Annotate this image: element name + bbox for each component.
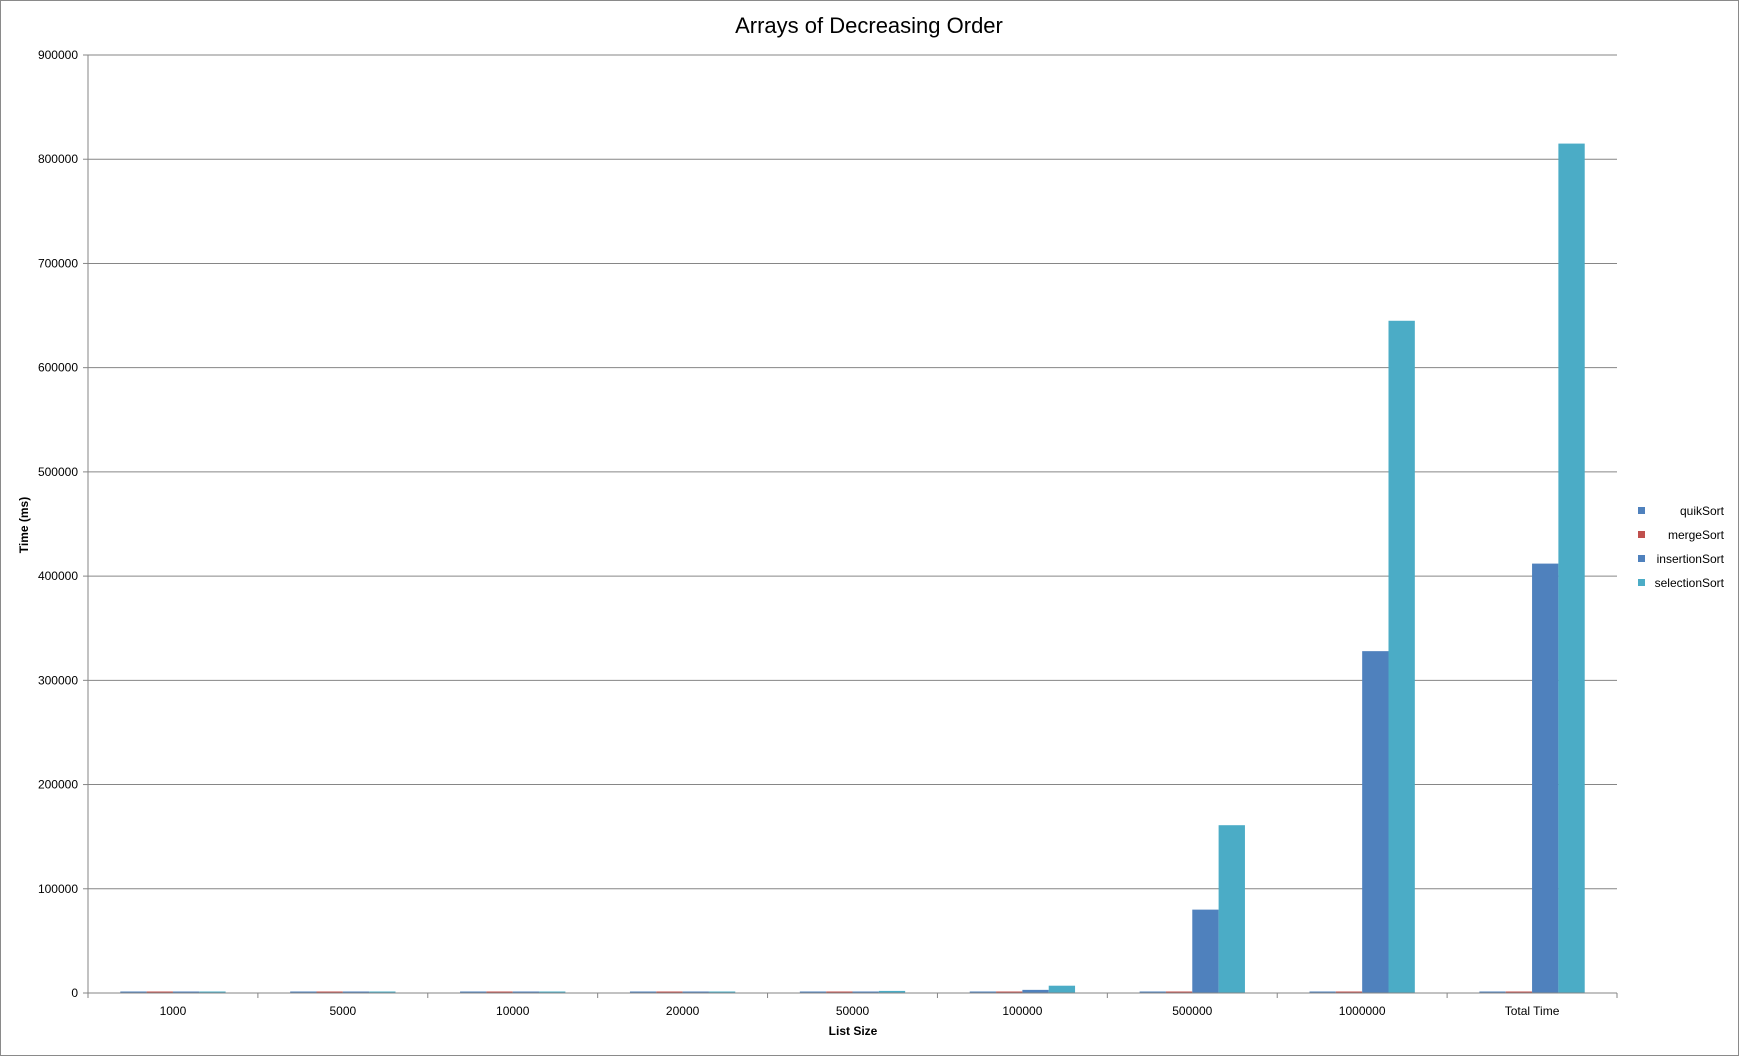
y-tick-label: 500000	[38, 465, 78, 479]
x-tick-label: 50000	[836, 1004, 870, 1018]
x-axis-title: List Size	[829, 1024, 878, 1038]
bar-quikSort-5000	[290, 991, 317, 993]
bar-mergeSort-1000000	[1335, 991, 1363, 993]
bar-selectionSort-100000	[1048, 985, 1076, 993]
bar-quikSort-total-time	[1479, 991, 1506, 993]
x-tick-label: 500000	[1172, 1004, 1212, 1018]
x-tick-label: 100000	[1002, 1004, 1042, 1018]
bar-mergeSort-50000	[826, 991, 853, 993]
bar-quikSort-20000	[629, 991, 657, 993]
bar-selectionSort-10000	[539, 991, 566, 993]
y-tick-label: 300000	[38, 673, 78, 687]
axes	[83, 54, 1618, 998]
bar-quikSort-1000000	[1309, 991, 1336, 993]
bar-quikSort-100000	[969, 991, 997, 993]
bar-selectionSort-1000000	[1388, 320, 1415, 993]
y-tick-label: 700000	[38, 256, 78, 270]
y-tick-label: 100000	[38, 882, 78, 896]
x-tick-label: 1000000	[1339, 1004, 1386, 1018]
bar-mergeSort-total-time	[1505, 991, 1533, 993]
bar-quikSort-10000	[460, 991, 487, 993]
y-tick-label: 200000	[38, 778, 78, 792]
y-tick-labels: 0 100000 200000 300000 400000 500000 600000 700…	[38, 48, 78, 1000]
bar-mergeSort-5000	[316, 991, 343, 993]
x-tick-labels: 1000 5000 10000 20000 50000 100000 500000 10000…	[160, 1004, 1560, 1018]
legend-label-insertionSort: insertionSort	[1657, 552, 1725, 566]
bar-quikSort-50000	[799, 991, 827, 993]
x-tick-label: Total Time	[1505, 1004, 1560, 1018]
bar-selectionSort-500000	[1218, 825, 1245, 993]
bar-quikSort-500000	[1139, 991, 1166, 993]
y-axis-title: Time (ms)	[17, 497, 31, 553]
legend-marker-quikSort	[1638, 507, 1645, 514]
bar-selectionSort-50000	[878, 990, 906, 993]
y-tick-label: 800000	[38, 152, 78, 166]
bar-insertionSort-50000	[852, 991, 879, 993]
bar-insertionSort-1000000	[1362, 651, 1389, 993]
bar-quikSort-1000	[120, 991, 147, 993]
bar-selectionSort-total-time	[1558, 143, 1585, 994]
bar-selectionSort-20000	[708, 991, 736, 993]
x-tick-label: 1000	[160, 1004, 187, 1018]
bars	[120, 143, 1585, 994]
bar-insertionSort-20000	[682, 991, 709, 993]
bar-mergeSort-20000	[656, 991, 683, 993]
legend-label-quikSort: quikSort	[1680, 504, 1725, 518]
legend-marker-selectionSort	[1638, 579, 1645, 586]
bar-insertionSort-500000	[1192, 909, 1219, 993]
legend-marker-mergeSort	[1638, 531, 1645, 538]
y-tick-label: 600000	[38, 361, 78, 375]
bar-mergeSort-1000	[146, 991, 173, 993]
y-tick-label: 0	[71, 986, 78, 1000]
bar-mergeSort-500000	[1165, 991, 1193, 993]
bar-insertionSort-5000	[342, 991, 370, 993]
x-tick-label: 5000	[329, 1004, 356, 1018]
bar-insertionSort-1000	[172, 991, 200, 993]
legend-label-mergeSort: mergeSort	[1668, 528, 1725, 542]
y-tick-label: 900000	[38, 48, 78, 62]
bar-mergeSort-10000	[486, 991, 513, 993]
bar-selectionSort-1000	[199, 991, 226, 993]
bar-insertionSort-10000	[512, 991, 540, 993]
bar-insertionSort-100000	[1022, 989, 1049, 993]
x-tick-label: 10000	[496, 1004, 530, 1018]
bar-insertionSort-total-time	[1532, 563, 1559, 993]
x-tick-label: 20000	[666, 1004, 700, 1018]
y-tick-label: 400000	[38, 569, 78, 583]
legend-marker-insertionSort	[1638, 555, 1645, 562]
legend-label-selectionSort: selectionSort	[1655, 576, 1725, 590]
legend: quikSort mergeSort insertionSort selectionS…	[1638, 504, 1725, 590]
bar-mergeSort-100000	[996, 991, 1023, 993]
bar-selectionSort-5000	[369, 991, 396, 993]
chart-title: Arrays of Decreasing Order	[735, 13, 1003, 38]
